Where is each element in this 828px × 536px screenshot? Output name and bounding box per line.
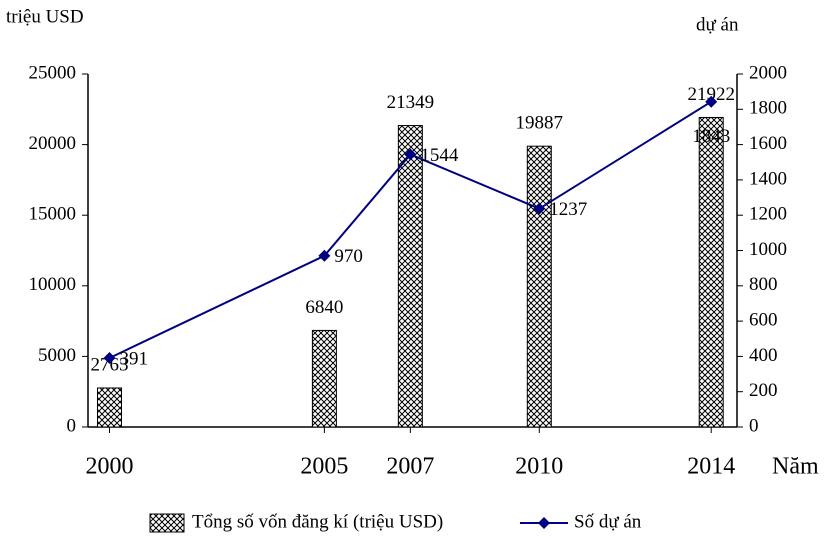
bar <box>96 387 122 428</box>
bar-value-label: 2763 <box>90 354 128 375</box>
y2-tick-label: 200 <box>749 380 778 401</box>
x-tick-label: 2014 <box>687 454 735 480</box>
line-marker <box>103 351 116 364</box>
y2-tick-label: 1800 <box>749 98 787 119</box>
line-value-label: 1237 <box>549 199 587 220</box>
y-tick-label: 15000 <box>29 204 77 225</box>
line-value-label: 1544 <box>420 145 459 166</box>
x-tick-label: 2000 <box>85 454 133 480</box>
y-tick-label: 5000 <box>38 345 76 366</box>
bar <box>526 145 552 428</box>
line-marker <box>318 249 331 262</box>
y2-axis-title: dự án <box>696 14 739 35</box>
x-tick-label: 2005 <box>300 454 348 480</box>
y2-tick-label: 1600 <box>749 133 787 154</box>
y2-tick-label: 600 <box>749 309 778 330</box>
bar <box>311 329 337 428</box>
legend-swatch <box>149 513 185 533</box>
y-tick-label: 20000 <box>29 133 77 154</box>
y2-tick-label: 800 <box>749 274 778 295</box>
y2-tick-label: 1000 <box>749 239 787 260</box>
bar <box>397 125 423 428</box>
y-tick-label: 25000 <box>29 62 77 83</box>
y2-tick-label: 400 <box>749 345 778 366</box>
line-value-label: 391 <box>119 348 148 369</box>
y-tick-label: 10000 <box>29 274 77 295</box>
legend-label: Số dự án <box>574 511 642 532</box>
bar-value-label: 19887 <box>516 113 564 134</box>
x-axis-title: Năm <box>772 454 819 480</box>
x-tick-label: 2010 <box>515 454 563 480</box>
line-marker <box>533 202 546 215</box>
line-value-label: 970 <box>334 246 363 267</box>
bar <box>698 116 724 428</box>
y2-tick-label: 0 <box>749 415 759 436</box>
legend-swatch <box>538 517 550 529</box>
y-tick-label: 0 <box>67 415 77 436</box>
y2-tick-label: 1200 <box>749 204 787 225</box>
bar-value-label: 6840 <box>305 297 343 318</box>
line-marker <box>705 95 718 108</box>
y-axis-title: triệu USD <box>6 6 84 27</box>
legend-label: Tổng số vốn đăng kí (triệu USD) <box>192 511 443 532</box>
line-value-label: 1843 <box>692 126 730 147</box>
line-marker <box>404 148 417 161</box>
bar-value-label: 21922 <box>687 84 735 105</box>
x-tick-label: 2007 <box>386 454 434 480</box>
y2-tick-label: 1400 <box>749 168 787 189</box>
y2-tick-label: 2000 <box>749 62 787 83</box>
bar-value-label: 21349 <box>387 92 435 113</box>
